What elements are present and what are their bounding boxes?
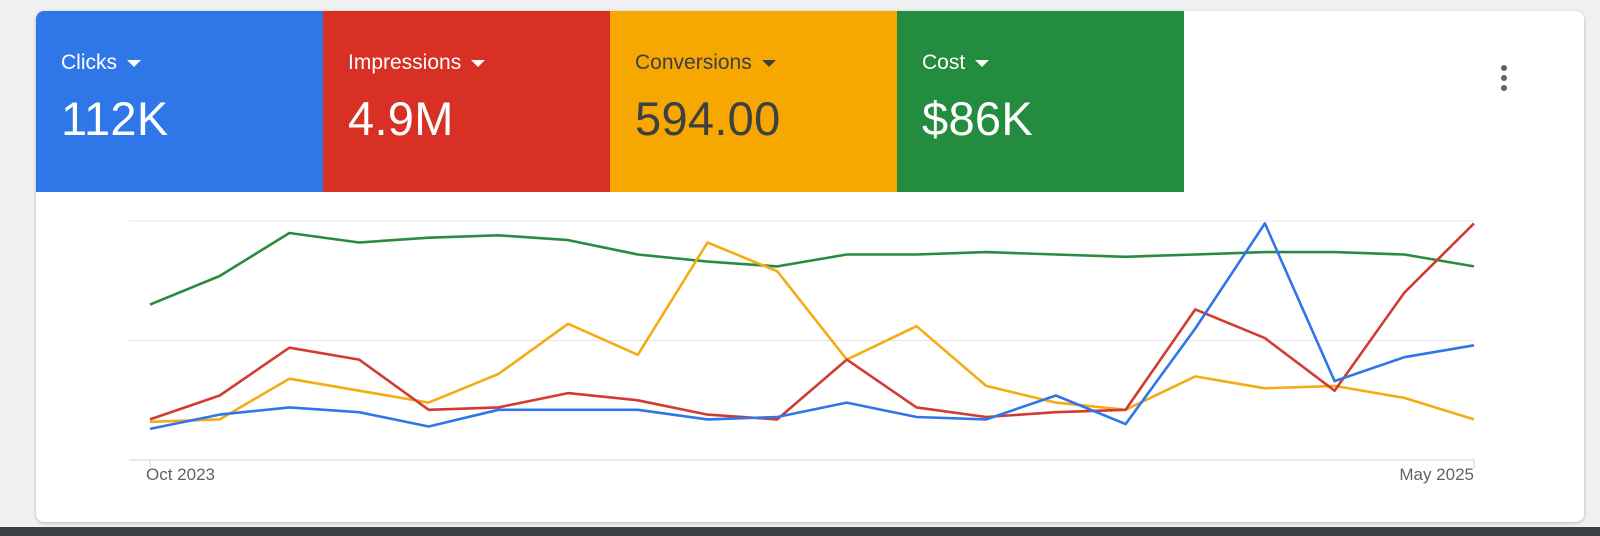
metric-selector[interactable]: Conversions: [635, 51, 897, 75]
metric-selector[interactable]: Impressions: [348, 51, 610, 75]
series-line-clicks: [149, 222, 1475, 431]
performance-line-chart: Oct 2023 May 2025: [129, 220, 1475, 484]
series-line-impressions: [149, 222, 1475, 421]
caret-down-icon[interactable]: [471, 60, 486, 67]
metric-value: $86K: [922, 92, 1033, 145]
x-axis-start-label: Oct 2023: [146, 465, 215, 484]
metric-tile-cost[interactable]: Cost $86K: [897, 11, 1184, 192]
more-vert-icon-dot: [1501, 85, 1507, 91]
metric-value: 594.00: [635, 92, 781, 145]
caret-down-icon[interactable]: [127, 60, 141, 67]
more-options-button[interactable]: [1488, 51, 1520, 105]
metric-tile-conversions[interactable]: Conversions 594.00: [610, 11, 897, 192]
caret-down-icon[interactable]: [761, 60, 776, 67]
metric-label: Cost: [922, 51, 966, 74]
performance-card: Clicks 112K Impressions 4.9M Conversions 594.…: [36, 11, 1584, 522]
more-vert-icon-dot: [1501, 65, 1507, 71]
metric-selector[interactable]: Cost: [922, 51, 1184, 75]
metric-label: Conversions: [635, 51, 752, 74]
metric-label: Clicks: [61, 51, 117, 74]
metric-label: Impressions: [348, 51, 462, 74]
metric-tiles: Clicks 112K Impressions 4.9M Conversions 594.…: [36, 11, 1184, 192]
x-axis-end-label: May 2025: [1399, 465, 1474, 484]
metric-tile-impressions[interactable]: Impressions 4.9M: [323, 11, 610, 192]
series-line-cost: [149, 231, 1475, 306]
metric-selector[interactable]: Clicks: [61, 51, 323, 75]
more-vert-icon-dot: [1501, 75, 1507, 81]
taskbar-edge: [0, 527, 1600, 536]
metric-tile-clicks[interactable]: Clicks 112K: [36, 11, 323, 192]
caret-down-icon[interactable]: [975, 60, 990, 67]
metric-value: 4.9M: [348, 92, 454, 145]
series-line-conversions: [149, 241, 1475, 424]
metric-value: 112K: [61, 92, 169, 145]
